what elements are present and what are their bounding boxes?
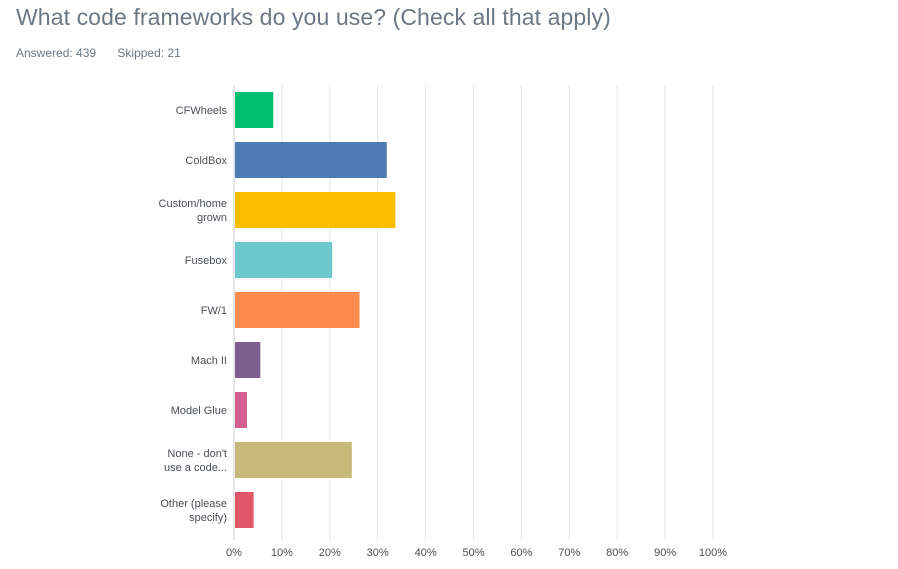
category-label: Model Glue — [171, 405, 227, 417]
answered-count: Answered: 439 — [16, 46, 97, 60]
category-label-line: Other (please — [160, 498, 227, 510]
x-tick-label: 90% — [654, 547, 676, 559]
bar — [235, 92, 274, 128]
category-label-line: Mach II — [191, 355, 227, 367]
category-label-line: Model Glue — [171, 405, 227, 417]
category-label: FW/1 — [201, 305, 227, 317]
x-tick-label: 40% — [415, 547, 437, 559]
category-label: Mach II — [191, 355, 227, 367]
x-tick-label: 100% — [699, 547, 727, 559]
category-label: ColdBox — [185, 155, 227, 167]
category-label-line: FW/1 — [201, 305, 227, 317]
category-label-line: CFWheels — [176, 105, 228, 117]
category-label: Custom/home grown — [159, 198, 227, 224]
x-tick-label: 10% — [271, 547, 293, 559]
skipped-count: Skipped: 21 — [117, 46, 181, 60]
x-tick-label: 70% — [558, 547, 580, 559]
bar — [235, 442, 352, 478]
x-tick-label: 50% — [462, 547, 484, 559]
category-label: Other (please specify) — [160, 498, 227, 524]
category-label-line: specify) — [189, 512, 227, 524]
x-tick-label: 30% — [367, 547, 389, 559]
category-label-line: ColdBox — [185, 155, 227, 167]
bar — [235, 392, 247, 428]
bar — [235, 242, 333, 278]
category-label: Fusebox — [185, 255, 228, 267]
x-tick-label: 0% — [226, 547, 242, 559]
bar — [235, 342, 261, 378]
category-label-line: Fusebox — [185, 255, 228, 267]
x-tick-label: 60% — [510, 547, 532, 559]
category-label: CFWheels — [176, 105, 228, 117]
category-label-line: use a code... — [164, 462, 227, 474]
bar — [235, 492, 254, 528]
category-label-line: None - don't — [167, 448, 227, 460]
category-label-line: grown — [197, 212, 227, 224]
bar — [235, 192, 396, 228]
bar — [235, 142, 387, 178]
category-label-line: Custom/home — [159, 198, 227, 210]
x-tick-label: 20% — [319, 547, 341, 559]
category-label: None - don't use a code... — [164, 448, 227, 474]
question-title: What code frameworks do you use? (Check … — [16, 4, 611, 30]
bar — [235, 292, 360, 328]
response-stats: Answered: 439 Skipped: 21 — [16, 46, 199, 60]
x-tick-label: 80% — [606, 547, 628, 559]
